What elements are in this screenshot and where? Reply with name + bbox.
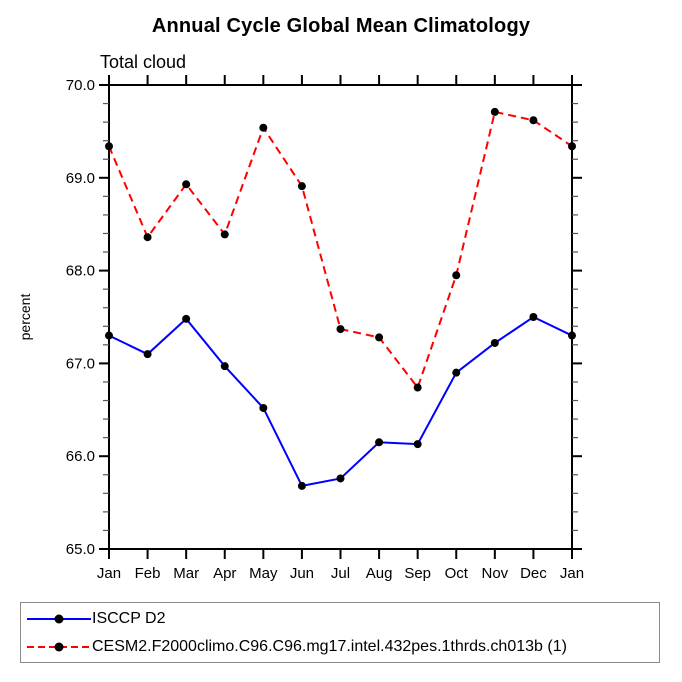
svg-text:Dec: Dec bbox=[520, 565, 547, 582]
legend-line-sample-dashed bbox=[27, 642, 91, 651]
legend-label-isccp-d2: ISCCP D2 bbox=[92, 609, 166, 627]
svg-text:70.0: 70.0 bbox=[66, 77, 95, 94]
svg-text:Feb: Feb bbox=[135, 565, 161, 582]
svg-text:Aug: Aug bbox=[366, 565, 393, 582]
svg-text:percent: percent bbox=[17, 294, 33, 341]
svg-text:Apr: Apr bbox=[213, 565, 236, 582]
svg-text:66.0: 66.0 bbox=[66, 448, 95, 465]
chart-title: Annual Cycle Global Mean Climatology bbox=[151, 15, 531, 37]
legend-box: ISCCP D2 CESM2.F2000climo.C96.C96.mg17.i… bbox=[20, 602, 660, 663]
svg-text:Oct: Oct bbox=[445, 565, 469, 582]
svg-text:Mar: Mar bbox=[173, 565, 199, 582]
legend-label-cesm2: CESM2.F2000climo.C96.C96.mg17.intel.432p… bbox=[92, 637, 567, 655]
plot-area: 65.0 66.0 67.0 68.0 69.0 70.0 Jan Feb Mar Apr May J… bbox=[17, 75, 584, 582]
svg-text:Jan: Jan bbox=[560, 565, 584, 582]
svg-text:Nov: Nov bbox=[481, 565, 508, 582]
svg-text:65.0: 65.0 bbox=[66, 541, 95, 558]
svg-text:Jul: Jul bbox=[331, 565, 350, 582]
legend-item-cesm2: CESM2.F2000climo.C96.C96.mg17.intel.432p… bbox=[26, 637, 659, 657]
svg-text:69.0: 69.0 bbox=[66, 170, 95, 187]
svg-text:67.0: 67.0 bbox=[66, 355, 95, 372]
legend-item-isccp-d2: ISCCP D2 bbox=[26, 609, 659, 629]
svg-text:May: May bbox=[249, 565, 278, 582]
svg-text:Jan: Jan bbox=[97, 565, 121, 582]
svg-text:Sep: Sep bbox=[404, 565, 431, 582]
chart-subtitle: Total cloud bbox=[100, 52, 187, 72]
svg-text:68.0: 68.0 bbox=[66, 263, 95, 280]
legend-line-sample-solid bbox=[27, 614, 91, 623]
svg-text:Jun: Jun bbox=[290, 565, 314, 582]
